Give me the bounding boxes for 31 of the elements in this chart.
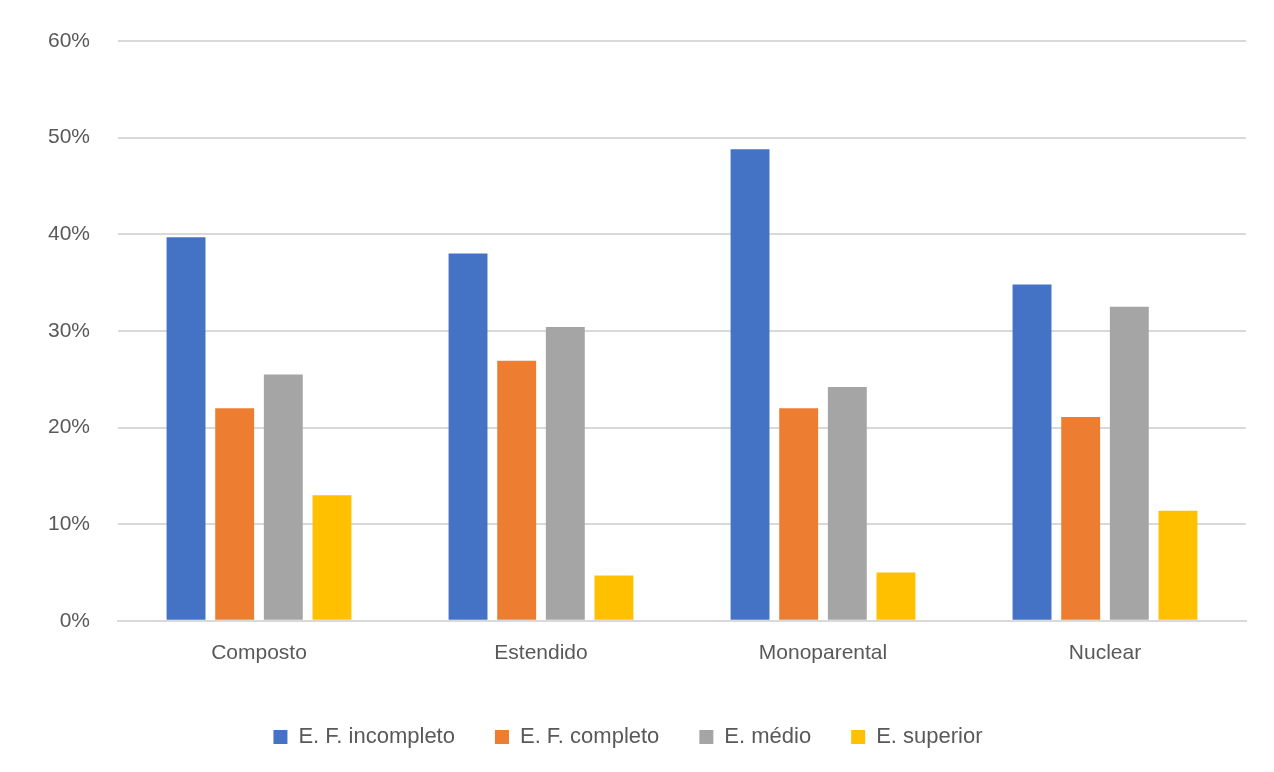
bar [1109, 306, 1149, 620]
bar [876, 572, 916, 620]
legend-label: E. superior [876, 723, 983, 749]
y-tick-label: 40% [47, 221, 90, 245]
y-tick-label: 50% [47, 124, 90, 148]
legend-label: E. médio [724, 723, 812, 749]
bar [730, 149, 770, 620]
bar [594, 575, 634, 620]
y-tick-label: 30% [47, 317, 90, 341]
bar [166, 237, 206, 620]
x-tick-label: Nuclear [1068, 640, 1142, 664]
x-tick-label: Estendido [494, 640, 588, 664]
y-tick-label: 60% [47, 27, 90, 51]
bar [448, 253, 488, 620]
y-tick-label: 0% [59, 607, 90, 631]
bar [312, 495, 352, 620]
bar [1158, 510, 1198, 620]
legend-label: E. F. completo [519, 723, 660, 749]
bar [1012, 284, 1052, 620]
bar [545, 327, 585, 620]
bar [215, 408, 255, 620]
x-tick-label: Monoparental [758, 640, 888, 664]
y-tick-label: 10% [47, 510, 90, 534]
y-tick-label: 20% [47, 414, 90, 438]
legend-label: E. F. incompleto [298, 723, 455, 749]
bar [779, 408, 819, 620]
bar [1061, 416, 1101, 620]
bar [497, 360, 537, 620]
x-tick-label: Composto [211, 640, 307, 664]
bar [263, 374, 303, 620]
bar [827, 386, 867, 620]
